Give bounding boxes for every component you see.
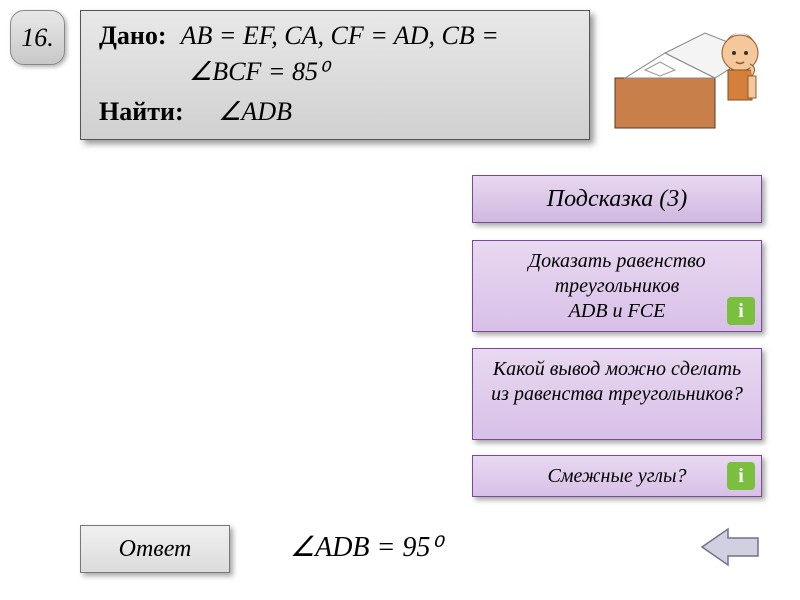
answer-value: ∠ADB = 95⁰ [290, 530, 442, 564]
find-line: Найти: ∠ADB [99, 97, 571, 127]
hint-button[interactable]: Подсказка (3) [472, 175, 762, 223]
find-expr: ∠ADB [218, 97, 292, 126]
given-line1: Дано: AB = EF, CA, CF = AD, CB = [99, 21, 571, 51]
hint-3[interactable]: Смежные углы? i [472, 455, 762, 497]
hint-2[interactable]: Какой вывод можно сделать из равенства т… [472, 348, 762, 440]
given-label: Дано: [99, 21, 167, 51]
hint-1-text: Доказать равенство треугольников ADB и F… [483, 249, 751, 324]
hint-1[interactable]: Доказать равенство треугольников ADB и F… [472, 240, 762, 332]
given-expr2: ∠BCF = 85⁰ [189, 57, 328, 86]
given-expr1: AB = EF, CA, CF = AD, CB = [181, 21, 499, 50]
info-icon[interactable]: i [727, 462, 755, 490]
thinker-illustration [610, 18, 770, 133]
hint-3-text: Смежные углы? [547, 465, 686, 487]
geometry-diagram [10, 165, 460, 495]
hint-2-text: Какой вывод можно сделать из равенства т… [491, 358, 743, 405]
problem-number: 16. [10, 10, 65, 65]
info-icon[interactable]: i [727, 297, 755, 325]
back-arrow-icon[interactable] [700, 525, 760, 570]
given-panel: Дано: AB = EF, CA, CF = AD, CB = ∠BCF = … [80, 10, 590, 140]
given-line2: ∠BCF = 85⁰ [99, 57, 571, 87]
find-label: Найти: [99, 97, 184, 127]
answer-button[interactable]: Ответ [80, 525, 230, 573]
